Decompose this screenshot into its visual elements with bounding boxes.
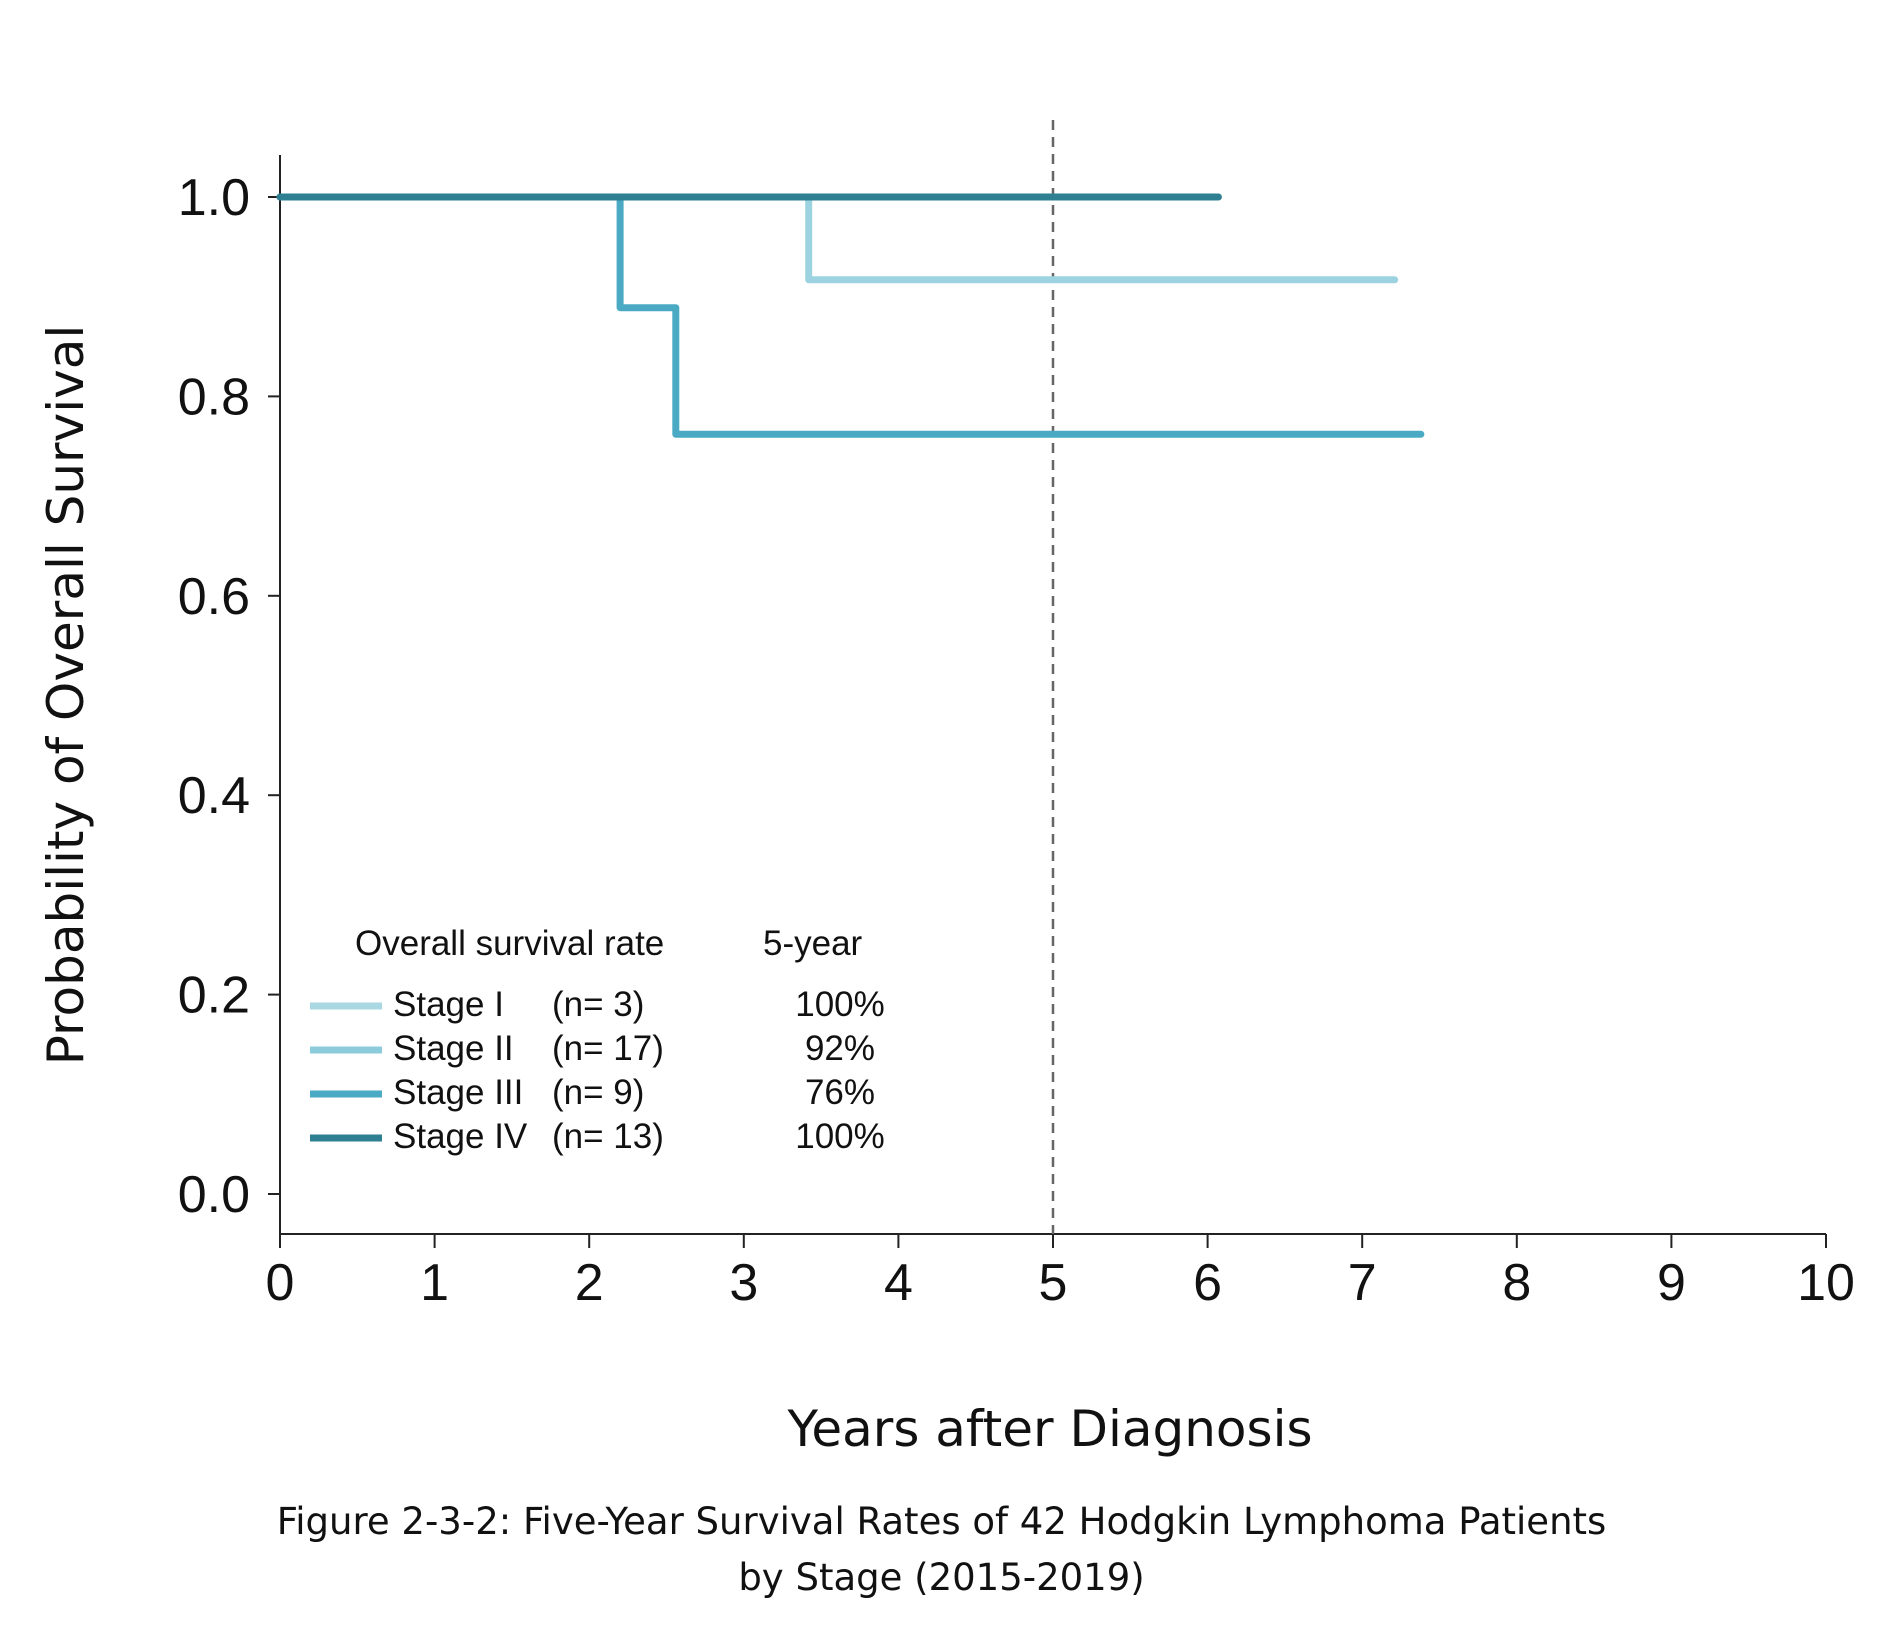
caption-line-1: Figure 2-3-2: Five-Year Survival Rates o…	[276, 1500, 1607, 1543]
legend-label-stage-iv: Stage IV	[393, 1117, 528, 1156]
legend-rate-stage-iv: 100%	[795, 1117, 885, 1156]
y-tick-label: 0.4	[178, 767, 250, 825]
axes: 0.0 0.2 0.4 0.6 0.8 1.0 0 1 2 3 4 5 6 7 8 9 10	[178, 155, 1855, 1312]
figure-caption: Figure 2-3-2: Five-Year Survival Rates o…	[0, 1494, 1883, 1606]
legend-header-left: Overall survival rate	[355, 924, 664, 963]
y-tick-label: 0.6	[178, 568, 250, 626]
series-line-stage-iii	[276, 193, 1425, 438]
legend-rate-stage-i: 100%	[795, 985, 885, 1024]
y-tick-label: 0.2	[178, 967, 250, 1025]
x-tick-label: 1	[420, 1254, 449, 1312]
x-tick-label: 2	[575, 1254, 604, 1312]
y-tick-label: 1.0	[178, 169, 250, 227]
x-tick-label: 7	[1348, 1254, 1377, 1312]
legend: Overall survival rate 5-year Stage I (n= 3)…	[310, 924, 885, 1156]
legend-n-stage-ii: (n= 17)	[552, 1029, 664, 1068]
x-tick-label: 3	[729, 1254, 758, 1312]
x-tick-label: 5	[1039, 1254, 1068, 1312]
series-group	[276, 193, 1425, 438]
legend-rate-stage-iii: 76%	[805, 1073, 875, 1112]
legend-label-stage-i: Stage I	[393, 985, 504, 1024]
y-axis-title: Probability of Overall Survival	[37, 325, 95, 1065]
x-tick-label: 6	[1193, 1254, 1222, 1312]
legend-label-stage-iii: Stage III	[393, 1073, 523, 1112]
legend-rate-stage-ii: 92%	[805, 1029, 875, 1068]
legend-n-stage-iv: (n= 13)	[552, 1117, 664, 1156]
legend-header-right: 5-year	[763, 924, 863, 963]
x-tick-label: 0	[266, 1254, 295, 1312]
y-tick-label: 0.8	[178, 368, 250, 426]
x-tick-label: 4	[884, 1254, 913, 1312]
x-tick-label: 9	[1657, 1254, 1686, 1312]
legend-label-stage-ii: Stage II	[393, 1029, 514, 1068]
legend-n-stage-iii: (n= 9)	[552, 1073, 644, 1112]
x-tick-label: 8	[1502, 1254, 1531, 1312]
x-axis-title: Years after Diagnosis	[786, 1400, 1312, 1458]
y-tick-label: 0.0	[178, 1166, 250, 1224]
legend-n-stage-i: (n= 3)	[552, 985, 644, 1024]
caption-line-2: by Stage (2015-2019)	[738, 1556, 1145, 1599]
series-line-stage-ii	[276, 193, 1399, 284]
x-tick-label: 10	[1797, 1254, 1855, 1312]
